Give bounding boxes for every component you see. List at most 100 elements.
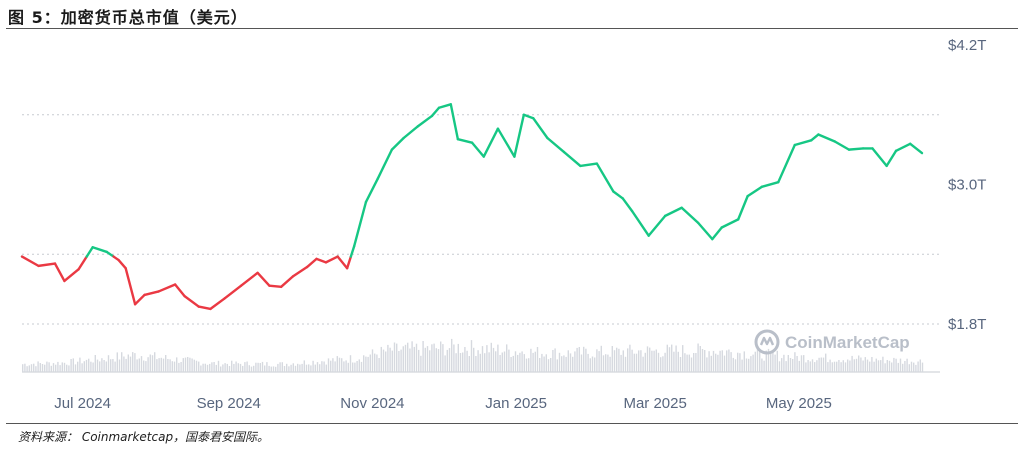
volume-bar [721, 350, 723, 372]
volume-bar [52, 363, 55, 372]
volume-bar [55, 364, 57, 372]
price-segment [268, 284, 283, 288]
volume-bar [642, 356, 644, 372]
volume-bar [882, 356, 884, 372]
price-segment [546, 136, 566, 154]
volume-bar [798, 360, 800, 372]
volume-bar [902, 363, 904, 372]
volume-bar [556, 359, 558, 372]
volume-bar [96, 359, 99, 372]
volume-bar [433, 343, 435, 372]
volume-bar [598, 351, 600, 372]
volume-bar [697, 343, 699, 372]
volume-bar [675, 345, 677, 372]
price-segment [53, 262, 66, 283]
volume-bar [143, 360, 145, 372]
title-rule [6, 28, 1018, 29]
volume-bar [622, 350, 624, 372]
volume-bar [594, 357, 596, 372]
volume-bar [389, 347, 391, 372]
volume-bar [72, 358, 74, 372]
volume-bar [448, 348, 451, 372]
volume-bar [341, 358, 343, 372]
volume-bar [800, 355, 803, 372]
volume-bar [400, 349, 402, 372]
volume-bar [90, 361, 92, 372]
volume-bar [257, 362, 259, 372]
volume-bar [605, 354, 607, 372]
volume-bar [363, 355, 365, 372]
volume-bar [565, 356, 567, 372]
volume-bar [466, 350, 468, 372]
volume-bar [129, 356, 132, 372]
volume-bar [904, 361, 906, 372]
volume-bar [316, 362, 319, 372]
volume-bar [693, 353, 695, 372]
volume-bar [68, 365, 70, 372]
volume-bar [512, 355, 514, 372]
volume-bar [906, 358, 908, 372]
volume-bar [435, 348, 437, 372]
volume-bar [94, 355, 96, 372]
volume-bar [776, 350, 778, 372]
volume-bar [640, 350, 642, 372]
price-segment [894, 142, 912, 152]
volume-bar [171, 361, 173, 372]
volume-bar [266, 362, 268, 372]
price-segment [631, 210, 650, 237]
price-segment [20, 255, 40, 268]
volume-bar [360, 361, 363, 372]
volume-bar [191, 358, 193, 372]
volume-bar [664, 352, 666, 372]
volume-bar [411, 341, 413, 372]
volume-bar [862, 360, 864, 372]
volume-bar [558, 352, 561, 372]
price-segment [482, 127, 500, 158]
volume-bar [140, 356, 143, 372]
volume-bar [347, 362, 349, 372]
volume-bar [48, 362, 50, 372]
volume-bar [774, 354, 776, 372]
volume-bar [539, 358, 541, 372]
volume-bar [59, 365, 61, 372]
volume-bar [112, 359, 114, 372]
volume-bar [851, 355, 853, 372]
volume-bar [818, 357, 820, 372]
volume-bar [653, 350, 655, 372]
volume-bar [492, 347, 495, 372]
volume-bar [169, 359, 171, 372]
volume-bar [30, 364, 33, 372]
price-segment [437, 103, 452, 109]
volume-bar [677, 351, 679, 372]
volume-bar [525, 358, 528, 372]
volume-bar [213, 362, 215, 372]
volume-bar [118, 359, 121, 372]
price-segment [449, 103, 460, 141]
coinmarketcap-watermark: CoinMarketCap [754, 329, 910, 355]
volume-bar [895, 358, 897, 372]
volume-bar [750, 356, 752, 372]
x-tick-label: Nov 2024 [340, 395, 404, 412]
price-segment [579, 162, 599, 168]
volume-bar [220, 366, 222, 372]
volume-bar [684, 353, 686, 372]
volume-bar [41, 364, 44, 372]
figure-title: 图 5：加密货币总市值（美元） [8, 8, 248, 27]
volume-bar [158, 358, 160, 372]
volume-bar [759, 349, 761, 372]
volume-bar [382, 349, 385, 372]
volume-bar [651, 350, 653, 372]
volume-bar [631, 349, 633, 372]
volume-bar [668, 347, 671, 372]
volume-bar [869, 361, 871, 372]
volume-bar [211, 362, 213, 372]
volume-bar [765, 350, 767, 372]
volume-bar [785, 361, 787, 372]
volume-bar [723, 355, 726, 372]
volume-bar [272, 366, 275, 372]
volume-bar [165, 355, 167, 372]
volume-bar [849, 360, 851, 372]
volume-bar [717, 354, 719, 372]
volume-bar [708, 351, 710, 372]
volume-bar [591, 356, 594, 372]
